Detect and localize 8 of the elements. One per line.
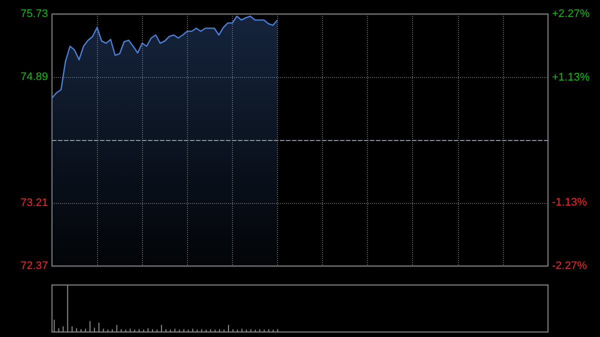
y-tick-label: 73.21 [20,197,48,209]
y-tick-label: 74.89 [20,71,48,83]
y2-tick-label: -2.27% [552,260,588,272]
y2-tick-label: +1.13% [552,71,590,84]
y-tick-label: 75.73 [20,8,48,20]
y2-tick-label: -1.13% [552,196,588,209]
y-tick-label: 72.37 [20,260,48,272]
y2-tick-label: +2.27% [552,8,590,20]
